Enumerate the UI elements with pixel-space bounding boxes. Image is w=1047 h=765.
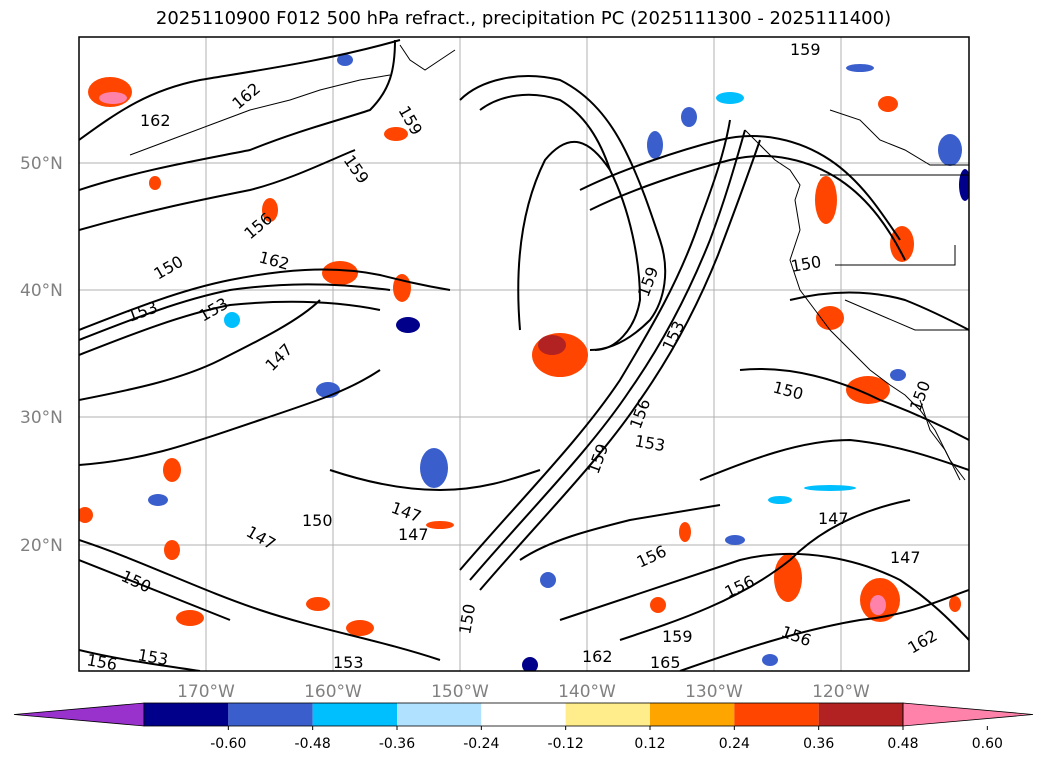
colorbar-segment bbox=[228, 703, 313, 726]
colorbar-segment bbox=[734, 703, 819, 726]
latitude-labels: 50°N 40°N 30°N 20°N bbox=[20, 154, 63, 556]
colorbar: -0.60 -0.48 -0.36 -0.24 -0.12 0.12 0.24 0.36 0.4… bbox=[13, 702, 1034, 752]
colorbar-tick-label: -0.48 bbox=[295, 736, 331, 752]
refractivity-contours bbox=[79, 39, 969, 671]
contour-label: 162 bbox=[140, 111, 171, 130]
colorbar-tick-label: 0.24 bbox=[719, 736, 750, 752]
lat-label: 50°N bbox=[20, 154, 63, 174]
plot-area bbox=[79, 37, 969, 671]
contour-label: 147 bbox=[398, 525, 429, 544]
longitude-labels: 170°W 160°W 150°W 140°W 130°W 120°W bbox=[177, 682, 870, 702]
colorbar-extend-left bbox=[13, 702, 145, 727]
colorbar-frame bbox=[143, 702, 904, 727]
colorbar-segment bbox=[565, 703, 650, 726]
contour-label: 153 bbox=[333, 653, 364, 672]
contour-label: 147 bbox=[818, 509, 849, 528]
lon-label: 140°W bbox=[558, 682, 616, 702]
lon-label: 120°W bbox=[812, 682, 870, 702]
lon-label: 150°W bbox=[431, 682, 489, 702]
lat-label: 40°N bbox=[20, 281, 63, 301]
lon-label: 130°W bbox=[685, 682, 743, 702]
colorbar-tick-label: 0.48 bbox=[887, 736, 918, 752]
colorbar-segment bbox=[144, 703, 229, 726]
contour-label: 162 bbox=[582, 647, 613, 666]
colorbar-tick-label: -0.36 bbox=[379, 736, 415, 752]
colorbar-segment bbox=[397, 703, 482, 726]
colorbar-tick-label: -0.24 bbox=[463, 736, 499, 752]
lat-label: 20°N bbox=[20, 536, 63, 556]
colorbar-tick-label: 0.12 bbox=[634, 736, 665, 752]
lat-label: 30°N bbox=[20, 408, 63, 428]
colorbar-extend-right bbox=[902, 702, 1034, 727]
colorbar-segment bbox=[650, 703, 735, 726]
colorbar-tick-label: 0.36 bbox=[803, 736, 834, 752]
colorbar-tick-label: -0.60 bbox=[210, 736, 246, 752]
colorbar-segment bbox=[818, 703, 903, 726]
contour-label: 156 bbox=[85, 650, 118, 674]
colorbar-tick-label: -0.12 bbox=[548, 736, 584, 752]
colorbar-tick-label: 0.60 bbox=[972, 736, 1003, 752]
lon-label: 170°W bbox=[177, 682, 235, 702]
map-title: 2025110900 F012 500 hPa refract., precip… bbox=[155, 8, 892, 29]
contour-label: 159 bbox=[662, 627, 693, 646]
contour-label: 150 bbox=[302, 511, 333, 530]
plot-frame bbox=[78, 36, 970, 672]
lon-label: 160°W bbox=[304, 682, 362, 702]
gridlines bbox=[79, 37, 969, 671]
contour-label: 147 bbox=[890, 548, 921, 567]
precip-negative bbox=[148, 54, 969, 671]
contour-label: 159 bbox=[790, 40, 821, 59]
colorbar-segment bbox=[481, 703, 566, 726]
contour-label: 165 bbox=[650, 653, 681, 672]
colorbar-segment bbox=[312, 703, 397, 726]
